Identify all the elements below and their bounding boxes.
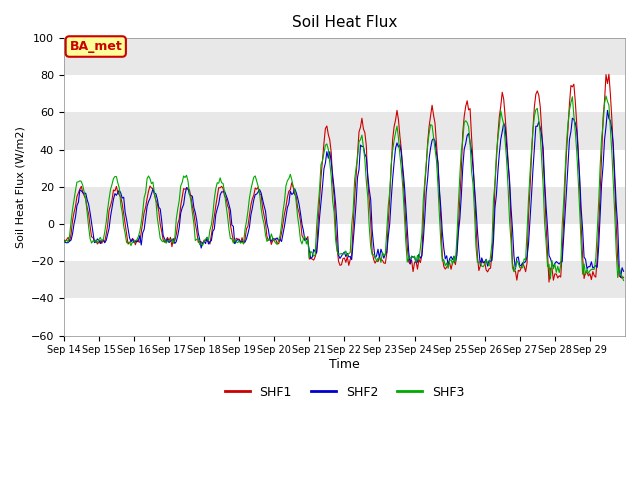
SHF1 bbox=[605, 72, 612, 77]
SHF2 bbox=[459, 165, 467, 170]
SHF3 bbox=[602, 93, 610, 99]
Bar bbox=[64, 112, 625, 150]
SHF3 bbox=[79, 183, 86, 189]
SHF1 bbox=[545, 279, 553, 285]
Bar bbox=[64, 187, 625, 224]
SHF1 bbox=[348, 252, 356, 258]
SHF2 bbox=[542, 204, 550, 210]
SHF2 bbox=[348, 257, 356, 263]
SHF2 bbox=[617, 275, 625, 280]
SHF1 bbox=[459, 130, 467, 135]
SHF3 bbox=[348, 222, 356, 228]
Bar bbox=[64, 261, 625, 299]
SHF3 bbox=[459, 137, 467, 143]
X-axis label: Time: Time bbox=[329, 358, 360, 371]
SHF2 bbox=[618, 265, 626, 271]
Bar bbox=[64, 224, 625, 261]
SHF2 bbox=[60, 239, 68, 244]
Bar bbox=[64, 75, 625, 112]
SHF2 bbox=[97, 240, 104, 246]
SHF3 bbox=[97, 235, 104, 240]
Bar bbox=[64, 150, 625, 187]
Bar bbox=[64, 299, 625, 336]
SHF3 bbox=[60, 240, 68, 246]
SHF1 bbox=[60, 237, 68, 242]
SHF2 bbox=[604, 108, 611, 113]
SHF3 bbox=[542, 240, 550, 245]
SHF1 bbox=[542, 222, 550, 228]
Title: Soil Heat Flux: Soil Heat Flux bbox=[292, 15, 397, 30]
SHF1 bbox=[618, 276, 626, 281]
Text: BA_met: BA_met bbox=[69, 40, 122, 53]
Line: SHF3: SHF3 bbox=[64, 96, 623, 280]
SHF2 bbox=[79, 190, 86, 195]
Line: SHF2: SHF2 bbox=[64, 110, 623, 277]
SHF1 bbox=[620, 275, 627, 280]
SHF1 bbox=[97, 238, 104, 243]
Bar bbox=[64, 38, 625, 75]
SHF2 bbox=[620, 268, 627, 274]
Line: SHF1: SHF1 bbox=[64, 74, 623, 282]
SHF3 bbox=[617, 273, 625, 278]
Y-axis label: Soil Heat Flux (W/m2): Soil Heat Flux (W/m2) bbox=[15, 126, 25, 248]
SHF1 bbox=[79, 190, 86, 195]
Legend: SHF1, SHF2, SHF3: SHF1, SHF2, SHF3 bbox=[220, 381, 469, 404]
SHF3 bbox=[620, 277, 627, 283]
